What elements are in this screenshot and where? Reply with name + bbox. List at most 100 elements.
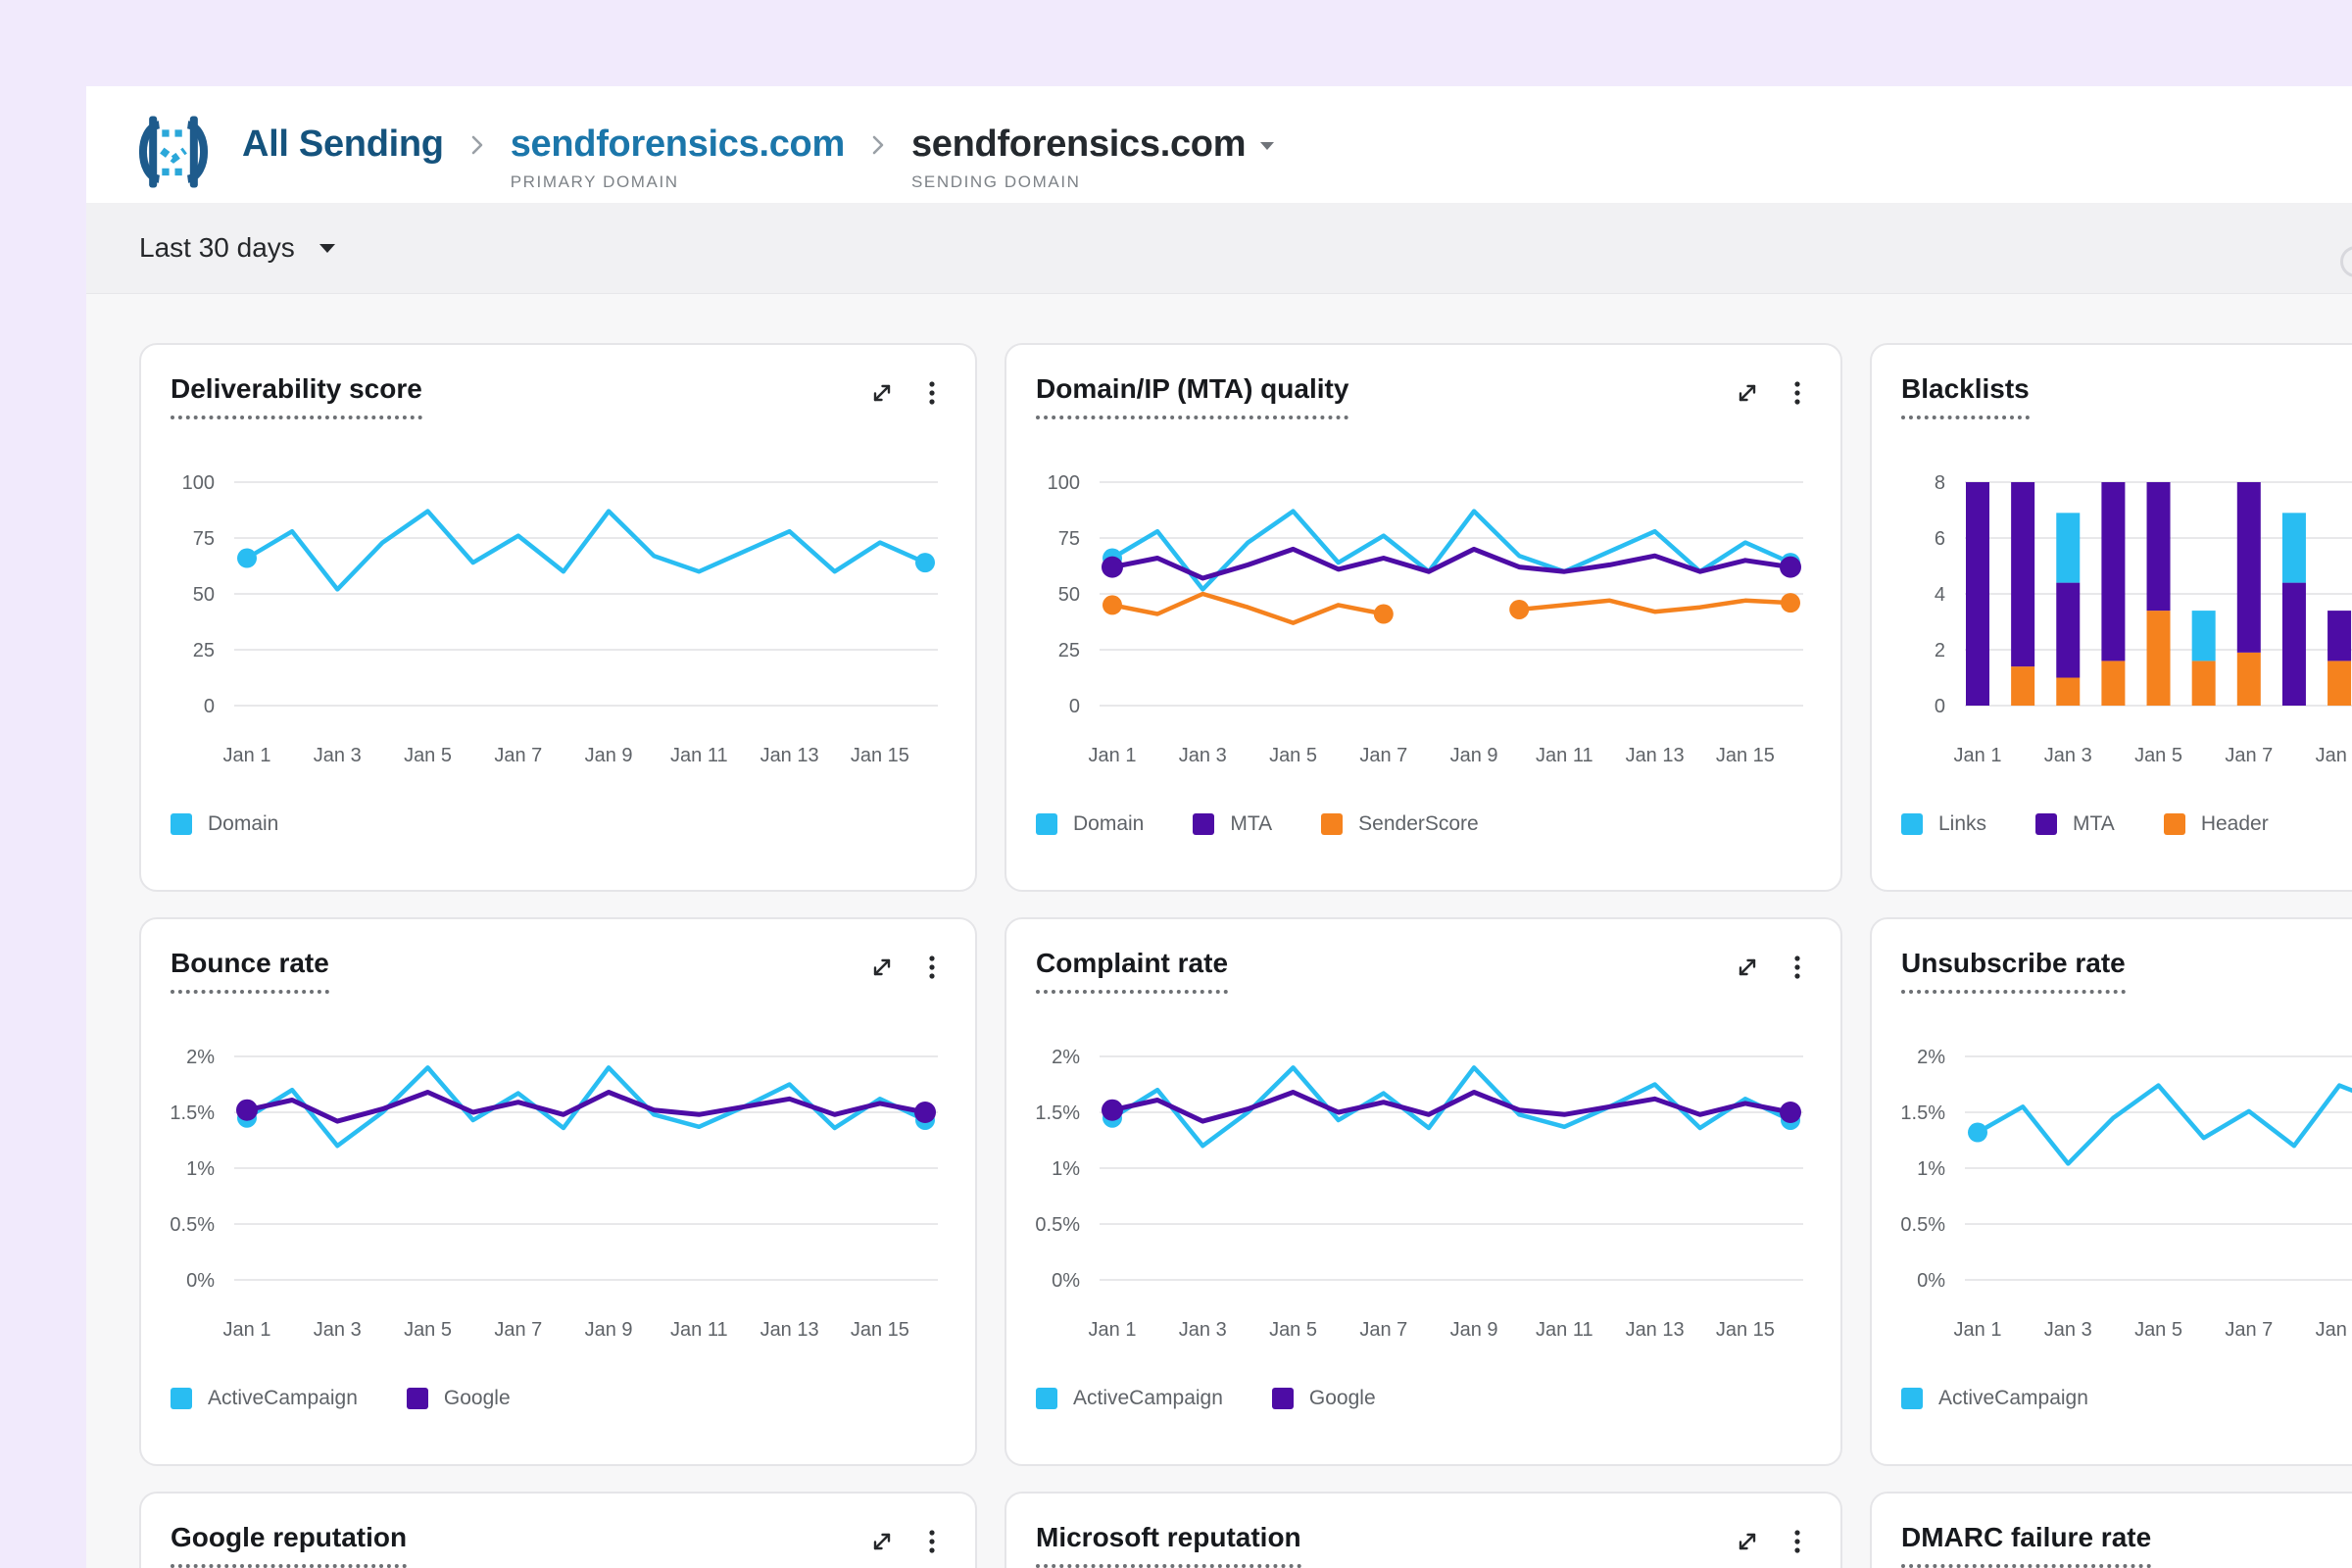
x-tick-label: Jan 3 (1179, 745, 1227, 766)
grid-and-axes: 2% 1.5% 1% 0.5% 0% Jan 1 Jan 3 Jan 5 Jan 7 Jan 9 J… (170, 1047, 938, 1341)
bar-segment (2281, 582, 2306, 706)
card-head: Google reputation (141, 1494, 975, 1568)
x-tick-label: Jan 13 (1626, 745, 1685, 766)
breadcrumb-item[interactable]: sendforensics.com PRIMARY DOMAIN (511, 123, 846, 192)
card-title: Blacklists (1901, 373, 2030, 419)
toolbar: Last 30 days (86, 203, 2352, 294)
expand-button[interactable] (1733, 378, 1762, 408)
expand-button[interactable] (867, 953, 897, 982)
legend-item: ActiveCampaign (1901, 1387, 2088, 1410)
card-microsoft-reputation: Microsoft reputation (1004, 1492, 1842, 1568)
x-tick-label: Jan 1 (223, 745, 271, 766)
y-tick-label: 1% (186, 1158, 215, 1180)
expand-button[interactable] (867, 378, 897, 408)
sendforensics-logo[interactable] (130, 115, 217, 189)
grid-and-axes: 2% 1.5% 1% 0.5% 0% Jan 1 Jan 3 Jan 5 Jan 7 Jan 9 J… (1035, 1047, 1803, 1341)
grid-and-axes: 8 6 4 2 0 Jan 1 Jan 3 Jan 5 Jan 7 Jan 9 (1935, 472, 2352, 766)
card-head: Microsoft reputation (1006, 1494, 1840, 1568)
y-tick-label: 75 (1058, 528, 1080, 550)
kebab-menu-icon (1794, 1530, 1800, 1553)
card-complaint-rate: Complaint rate 2% 1.5% 1% 0.5% 0% Jan 1 Jan 3 Ja… (1004, 917, 1842, 1466)
data-point-dot (1102, 556, 1123, 578)
breadcrumb-item[interactable]: sendforensics.com SENDING DOMAIN (911, 123, 1275, 192)
chart-blacklists: 8 6 4 2 0 Jan 1 Jan 3 Jan 5 Jan 7 Jan 9 (1935, 472, 2352, 766)
data-point-dot (1373, 604, 1394, 624)
chart-unsubscribe-rate: 2% 1.5% 1% 0.5% 0% Jan 1 Jan 3 Jan 5 Jan 7 Jan 9 (1900, 1047, 2352, 1341)
x-tick-label: Jan 5 (2134, 745, 2182, 766)
bar-series-mta (1966, 482, 2352, 706)
x-tick-label: Jan 7 (2225, 745, 2273, 766)
y-tick-label: 0.5% (1900, 1214, 1945, 1236)
bar-segment (2056, 582, 2081, 678)
legend-swatch (2035, 813, 2058, 835)
y-tick-label: 6 (1935, 528, 1945, 550)
legend-item: ActiveCampaign (171, 1387, 358, 1410)
x-tick-label: Jan 13 (1626, 1319, 1685, 1341)
bar-segment (2328, 661, 2352, 706)
legend-swatch (1036, 1388, 1057, 1409)
data-point-dot (1102, 595, 1122, 615)
bar-segment (2236, 482, 2261, 653)
card-head: Deliverability score (141, 345, 975, 443)
card-menu-button[interactable] (926, 953, 938, 982)
bar-segment (2056, 513, 2081, 583)
card-menu-button[interactable] (1791, 378, 1803, 408)
data-point-dot (1781, 593, 1800, 613)
expand-icon (873, 384, 891, 402)
x-tick-label: Jan 13 (760, 745, 819, 766)
card-actions (867, 1527, 938, 1556)
chart-bounce-rate: 2% 1.5% 1% 0.5% 0% Jan 1 Jan 3 Jan 5 Jan 7 Jan 9 J… (170, 1047, 938, 1341)
cards-grid: Deliverability score 100 75 50 25 0 Jan 1 Jan 3… (86, 294, 2352, 1568)
y-tick-label: 100 (182, 472, 215, 494)
legend-label: Google (443, 1387, 511, 1409)
caret-down-icon (1260, 142, 1275, 150)
card-menu-button[interactable] (926, 1527, 938, 1556)
expand-button[interactable] (1733, 1527, 1762, 1556)
kebab-menu-icon (929, 956, 935, 979)
date-range-picker[interactable]: Last 30 days (139, 232, 336, 264)
line-series-mta (1102, 546, 1801, 581)
y-tick-label: 0 (1069, 696, 1080, 717)
legend-swatch (171, 1388, 192, 1409)
y-tick-label: 1.5% (1035, 1102, 1080, 1124)
card-title: Bounce rate (171, 948, 329, 994)
breadcrumb-label: All Sending (242, 123, 444, 165)
x-tick-label: Jan 7 (2225, 1319, 2273, 1341)
x-tick-label: Jan 3 (314, 1319, 362, 1341)
legend-item: Google (406, 1387, 511, 1410)
x-tick-label: Jan 13 (760, 1319, 819, 1341)
card-actions (867, 378, 938, 408)
legend-label: MTA (1230, 812, 1273, 835)
x-tick-label: Jan 1 (223, 1319, 271, 1341)
card-title: Domain/IP (MTA) quality (1036, 373, 1349, 419)
card-dmarc-failure-rate: DMARC failure rate (1870, 1492, 2352, 1568)
x-tick-label: Jan 1 (1954, 745, 2002, 766)
kebab-menu-icon (1794, 956, 1800, 979)
legend-label: SenderScore (1358, 812, 1479, 835)
breadcrumb-item[interactable]: All Sending (242, 123, 444, 165)
data-point-dot (237, 548, 257, 568)
y-tick-label: 0 (204, 696, 215, 717)
legend-label: Header (2200, 812, 2269, 835)
bar-series-links (2056, 513, 2306, 662)
expand-button[interactable] (1733, 953, 1762, 982)
data-point-dot (1509, 599, 1530, 619)
data-point-dot (236, 1099, 258, 1121)
legend-label: MTA (2073, 812, 2115, 835)
kebab-menu-icon (929, 381, 935, 405)
chart-legend: ActiveCampaign Google (141, 1387, 975, 1410)
card-domain-ip-mta-quality: Domain/IP (MTA) quality 100 75 50 25 0 Jan 1 Ja… (1004, 343, 1842, 892)
card-menu-button[interactable] (1791, 1527, 1803, 1556)
y-tick-label: 2% (186, 1047, 215, 1068)
bar-segment (2191, 661, 2216, 706)
legend-label: ActiveCampaign (1938, 1387, 2088, 1409)
x-tick-label: Jan 9 (585, 745, 633, 766)
app-panel: All Sending sendforensics.com PRIMARY DOMA… (86, 86, 2352, 1568)
card-menu-button[interactable] (926, 378, 938, 408)
card-head: Domain/IP (MTA) quality (1006, 345, 1840, 443)
card-menu-button[interactable] (1791, 953, 1803, 982)
expand-button[interactable] (867, 1527, 897, 1556)
legend-item: Header (2163, 812, 2269, 836)
x-tick-label: Jan 15 (1716, 745, 1775, 766)
